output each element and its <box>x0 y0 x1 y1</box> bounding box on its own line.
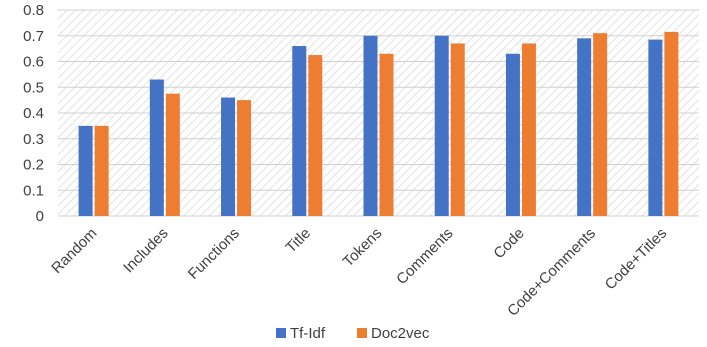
bar-doc2vec <box>94 125 109 216</box>
bar-doc2vec <box>165 93 180 216</box>
bar-tf-idf <box>505 53 520 217</box>
bar-doc2vec <box>308 55 323 216</box>
bar-doc2vec <box>379 53 394 217</box>
x-category-label: Comments <box>393 225 456 288</box>
y-tick-label: 0.7 <box>23 28 44 45</box>
bar-doc2vec <box>450 43 465 216</box>
y-tick-label: 0.1 <box>23 182 44 199</box>
gridlines <box>58 9 699 217</box>
legend-swatch <box>276 328 286 338</box>
bar-doc2vec <box>237 100 252 216</box>
bars <box>78 31 679 217</box>
y-tick-label: 0.8 <box>23 2 44 19</box>
x-category-label: Functions <box>185 225 243 283</box>
y-tick-label: 0.4 <box>23 105 44 122</box>
x-category-label: Title <box>282 225 314 257</box>
y-tick-label: 0.2 <box>23 157 44 174</box>
bar-doc2vec <box>664 31 679 217</box>
bar-doc2vec <box>593 33 608 216</box>
bar-doc2vec <box>521 43 536 216</box>
y-tick-label: 0.5 <box>23 79 44 96</box>
legend-swatch <box>357 328 367 338</box>
bar-tf-idf <box>577 38 592 217</box>
legend: Tf-Idf Doc2vec <box>276 325 430 342</box>
y-axis-ticks: 0 0.1 0.2 0.3 0.4 0.5 0.6 0.7 0.8 <box>23 2 44 225</box>
x-category-label: Code <box>490 225 527 262</box>
bar-tf-idf <box>434 35 449 216</box>
x-category-label: Includes <box>120 225 172 277</box>
bar-tf-idf <box>363 35 378 216</box>
x-axis-labels: Random Includes Functions Title Tokens Commen… <box>48 225 670 320</box>
bar-tf-idf <box>78 125 93 216</box>
legend-label: Doc2vec <box>371 325 430 342</box>
bar-tf-idf <box>292 46 307 216</box>
bar-tf-idf <box>648 39 663 216</box>
y-tick-label: 0.6 <box>23 54 44 71</box>
y-tick-label: 0.3 <box>23 131 44 148</box>
legend-label: Tf-Idf <box>290 325 326 342</box>
y-tick-label: 0 <box>36 208 44 225</box>
bar-tf-idf <box>149 79 164 217</box>
x-category-label: Tokens <box>340 225 386 271</box>
bar-tf-idf <box>221 97 236 216</box>
x-category-label: Random <box>48 225 100 277</box>
x-category-label: Code+Titles <box>602 225 671 294</box>
